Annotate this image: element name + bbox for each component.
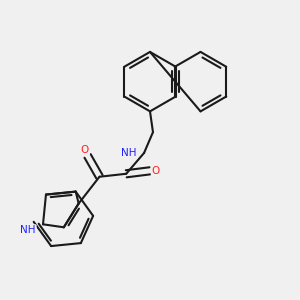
Text: NH: NH bbox=[121, 148, 136, 158]
Text: NH: NH bbox=[20, 225, 36, 235]
Text: O: O bbox=[80, 145, 89, 155]
Text: O: O bbox=[152, 166, 160, 176]
